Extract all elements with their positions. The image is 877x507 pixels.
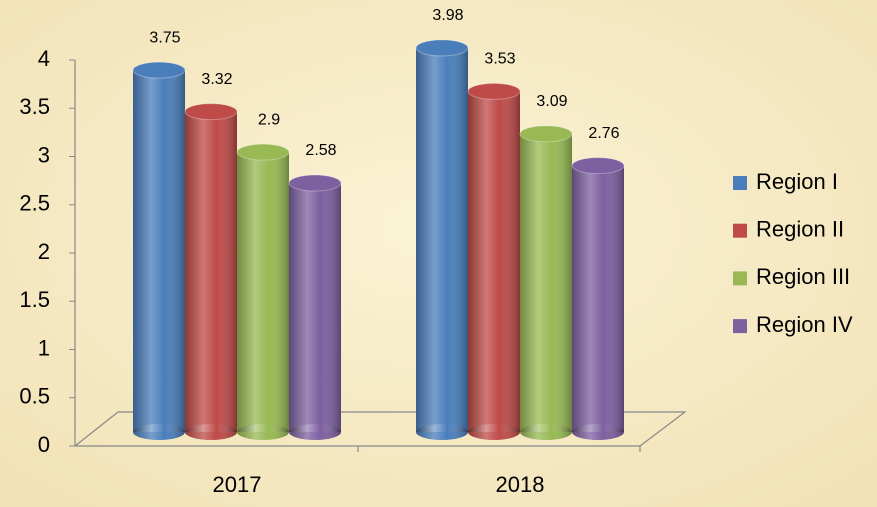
legend-label: Region IV xyxy=(756,312,853,337)
bar xyxy=(236,143,290,440)
bar-part xyxy=(415,39,469,57)
y-tick-label: 4 xyxy=(38,46,50,71)
y-tick-label: 0.5 xyxy=(19,384,50,409)
bar-part xyxy=(416,47,468,433)
bar-part xyxy=(132,61,186,79)
legend-label: Region I xyxy=(756,169,838,194)
bar xyxy=(467,82,521,440)
value-label: 3.53 xyxy=(484,51,515,68)
bar xyxy=(184,103,238,440)
y-tick-label: 3 xyxy=(38,142,50,167)
bar-part xyxy=(571,157,625,175)
bar-part xyxy=(236,143,290,161)
y-tick-label: 2 xyxy=(38,239,50,264)
bar-part xyxy=(185,111,237,433)
value-label: 2.58 xyxy=(305,142,336,159)
legend-swatch xyxy=(733,319,747,334)
bar-part xyxy=(468,91,520,432)
legend-swatch xyxy=(733,176,747,190)
bar-part xyxy=(133,70,185,432)
value-label: 3.09 xyxy=(536,93,567,110)
y-tick-label: 0 xyxy=(38,432,50,457)
y-tick-label: 3.5 xyxy=(19,94,50,119)
bar-part xyxy=(184,103,238,121)
legend-swatch xyxy=(733,271,747,286)
bar-part xyxy=(237,152,289,432)
y-tick-label: 1.5 xyxy=(19,287,50,312)
value-label: 3.98 xyxy=(432,7,463,24)
bar xyxy=(571,157,625,440)
bar-part xyxy=(520,133,572,432)
bar-part xyxy=(288,174,342,192)
y-tick-label: 2.5 xyxy=(19,191,50,216)
bar xyxy=(132,61,186,440)
y-tick-label: 1 xyxy=(38,335,50,360)
legend-swatch xyxy=(733,223,747,238)
floor xyxy=(74,411,687,447)
bar xyxy=(415,39,469,440)
bar-part xyxy=(467,82,521,100)
value-label: 2.76 xyxy=(588,125,619,142)
bar xyxy=(288,174,342,440)
bar-part xyxy=(572,165,624,432)
legend-label: Region II xyxy=(756,217,844,242)
value-label: 3.32 xyxy=(201,71,232,88)
bar-part xyxy=(519,125,573,143)
bar-part xyxy=(289,183,341,432)
legend-label: Region III xyxy=(756,264,850,289)
x-tick-label: 2018 xyxy=(496,472,545,497)
x-tick-label: 2017 xyxy=(213,472,262,497)
bar xyxy=(519,125,573,440)
value-label: 2.9 xyxy=(258,111,280,128)
value-label: 3.75 xyxy=(149,29,180,46)
